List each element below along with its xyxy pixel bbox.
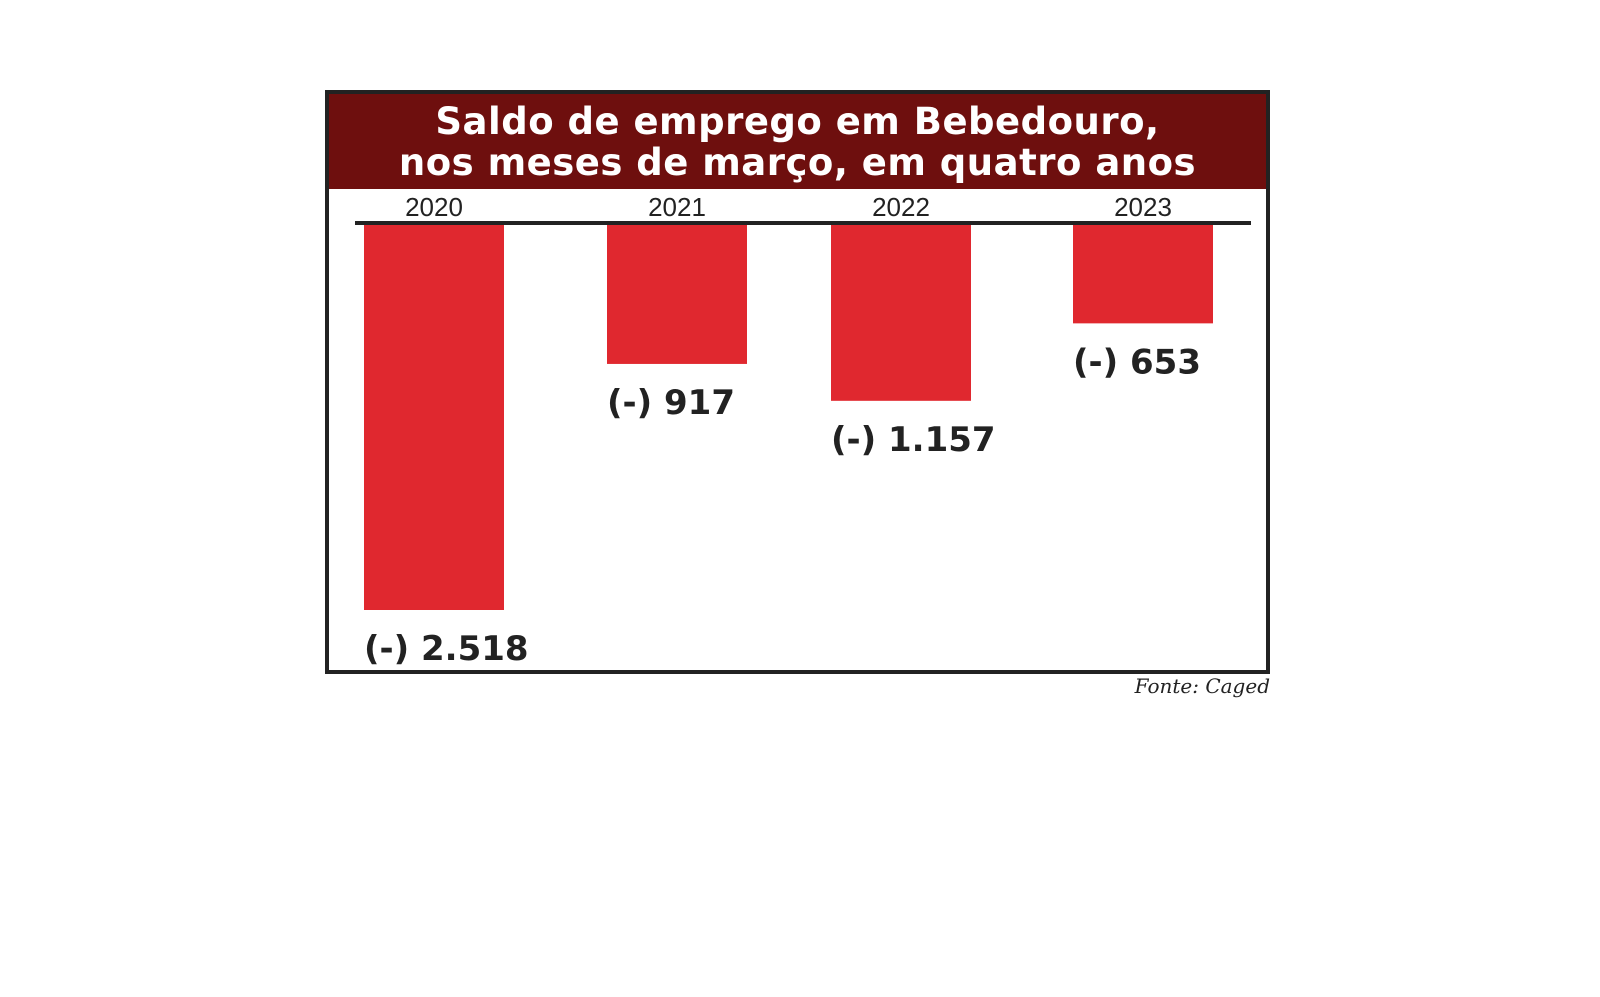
data-label-2021: (-) 917 — [607, 383, 735, 423]
chart-title-bar: Saldo de emprego em Bebedouro, nos meses… — [329, 94, 1266, 189]
x-tick-label: 2020 — [405, 192, 463, 222]
bar-2022 — [831, 225, 971, 401]
data-label-2022: (-) 1.157 — [831, 420, 996, 460]
x-tick-label: 2021 — [648, 192, 706, 222]
bar-2023 — [1073, 225, 1213, 324]
x-tick-label: 2022 — [872, 192, 930, 222]
x-tick-label: 2023 — [1114, 192, 1172, 222]
source-note: Fonte: Caged — [1134, 674, 1270, 698]
chart-subtitle: nos meses de março, em quatro anos — [398, 140, 1197, 184]
bar-2020 — [364, 225, 504, 610]
data-label-2020: (-) 2.518 — [364, 629, 529, 669]
chart-title: Saldo de emprego em Bebedouro, — [435, 99, 1160, 143]
bar-2021 — [607, 225, 747, 364]
data-label-2023: (-) 653 — [1073, 342, 1201, 382]
